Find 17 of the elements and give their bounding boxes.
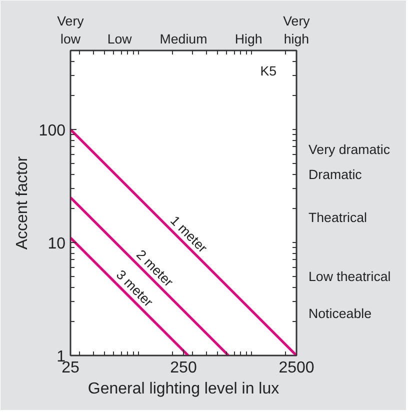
text: Dramatic — [308, 167, 362, 182]
text: Very dramatic — [308, 142, 390, 158]
text: Low — [107, 32, 132, 46]
y-tick-label: 100 — [38, 122, 66, 140]
text: Very high — [283, 14, 310, 46]
text: Medium — [160, 32, 208, 46]
text: Very low — [57, 14, 84, 46]
text: Theatrical — [308, 210, 368, 226]
text: High — [234, 32, 262, 46]
y-tick-label: 10 — [48, 235, 66, 252]
x-axis-title: General lighting level in lux — [88, 380, 280, 398]
text: Noticeable — [308, 306, 372, 321]
x-tick-label: 2500 — [278, 360, 314, 376]
text: Low theatrical — [308, 269, 391, 284]
x-tick-label: 250 — [170, 360, 197, 376]
y-axis-title: Accent factor — [14, 156, 31, 250]
annotation: K5 — [260, 64, 277, 78]
